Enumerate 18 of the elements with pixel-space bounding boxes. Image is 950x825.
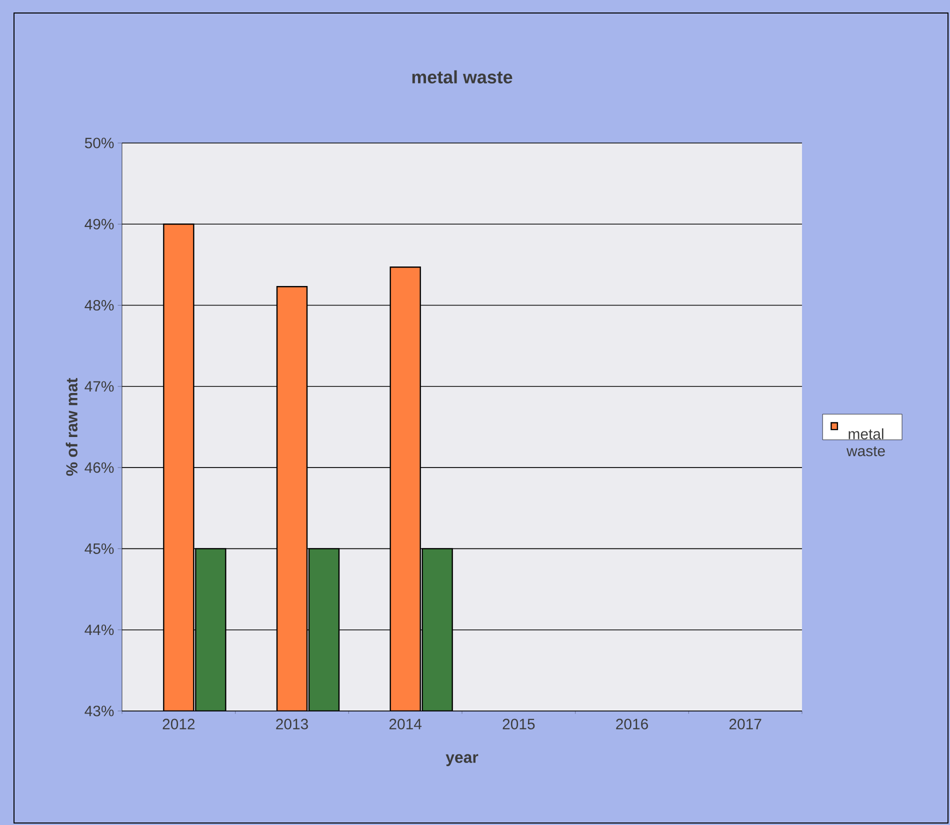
x-tick-label: 2017 <box>729 718 762 730</box>
x-tick-label: 2016 <box>616 718 648 730</box>
y-tick-label: 49% <box>84 218 114 230</box>
y-tick-label: 43% <box>84 706 114 716</box>
y-tick-label: 50% <box>84 138 114 148</box>
x-tick-label: 2013 <box>276 718 308 730</box>
x-axis-title: year <box>446 754 478 766</box>
y-tick-label: 44% <box>84 624 114 636</box>
x-tick-label: 2014 <box>389 718 422 730</box>
y-tick-label: 46% <box>84 462 114 473</box>
x-tick-label: 2012 <box>162 718 195 730</box>
y-axis-title: % of raw mat <box>66 378 78 476</box>
legend-label: metal waste <box>846 428 885 456</box>
chart-title: metal waste <box>412 70 512 84</box>
y-tick-label: 47% <box>84 381 114 392</box>
x-tick-label: 2015 <box>502 718 535 730</box>
y-tick-label: 45% <box>84 543 114 554</box>
y-tick-label: 48% <box>84 300 114 311</box>
